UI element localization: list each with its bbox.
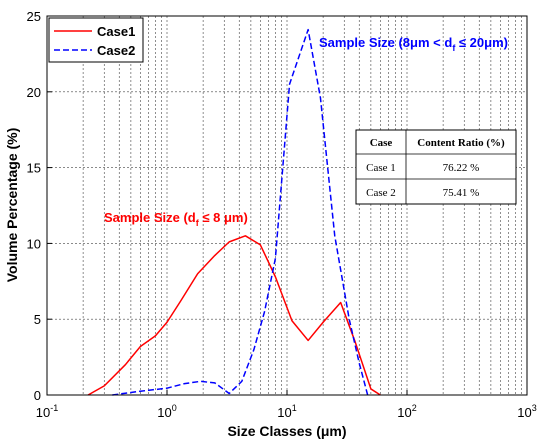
annotation-case2-post: ≤ 20μm) (455, 35, 508, 50)
table-cell-ratio2: 75.41 % (443, 187, 480, 199)
x-tick-exponent: -1 (50, 403, 58, 413)
y-tick-label: 25 (27, 9, 41, 24)
table-cell-ratio1: 76.22 % (443, 162, 480, 174)
x-tick-base: 10 (397, 405, 411, 420)
y-tick-label: 5 (34, 312, 41, 327)
series-line-case2 (112, 28, 369, 396)
x-tick-label: 102 (397, 403, 416, 420)
y-tick-label: 15 (27, 161, 41, 176)
x-tick-exponent: 3 (532, 403, 537, 413)
annotation-case1-post: ≤ 8 μm) (199, 210, 248, 225)
table-header-ratio: Content Ratio (%) (417, 137, 505, 149)
x-tick-exponent: 2 (412, 403, 417, 413)
annotation-case1: Sample Size (df ≤ 8 μm) (104, 210, 248, 228)
y-axis-label: Volume Percentage (%) (4, 128, 20, 283)
x-tick-base: 10 (36, 405, 50, 420)
x-tick-exponent: 0 (172, 403, 177, 413)
table-header-case: Case (370, 137, 393, 149)
x-ticks: 10-1 100 101 102 103 (36, 390, 537, 420)
annotation-case2-sub: f (452, 43, 456, 53)
table-cell-case1: Case 1 (366, 162, 396, 174)
annotation-case2-pre: Sample Size (8μm < d (319, 35, 452, 50)
y-tick-label: 0 (34, 388, 41, 403)
y-tick-label: 10 (27, 236, 41, 251)
x-axis-label: Size Classes (μm) (227, 423, 346, 439)
x-tick-label: 100 (157, 403, 176, 420)
x-tick-label: 101 (277, 403, 296, 420)
legend-case2-label: Case2 (97, 43, 135, 58)
series-line-case1 (87, 235, 381, 396)
legend: Case1 Case2 (48, 17, 144, 63)
content-ratio-table: Case Content Ratio (%) Case 1 76.22 % Ca… (355, 129, 517, 205)
series-layer (87, 28, 381, 396)
x-tick-exponent: 1 (292, 403, 297, 413)
x-tick-label: 10-1 (36, 403, 58, 420)
x-tick-label: 103 (517, 403, 536, 420)
x-tick-base: 10 (157, 405, 171, 420)
y-tick-label: 20 (27, 85, 41, 100)
annotation-case2: Sample Size (8μm < df ≤ 20μm) (319, 35, 508, 53)
x-tick-base: 10 (517, 405, 531, 420)
table-background (355, 129, 517, 205)
annotation-case1-sub: f (196, 218, 200, 228)
annotation-case1-pre: Sample Size (d (104, 210, 196, 225)
legend-case1-label: Case1 (97, 24, 135, 39)
y-ticks: 0 5 10 15 20 25 (27, 9, 52, 403)
table-cell-case2: Case 2 (366, 187, 396, 199)
x-tick-base: 10 (277, 405, 291, 420)
legend-box (48, 17, 144, 63)
